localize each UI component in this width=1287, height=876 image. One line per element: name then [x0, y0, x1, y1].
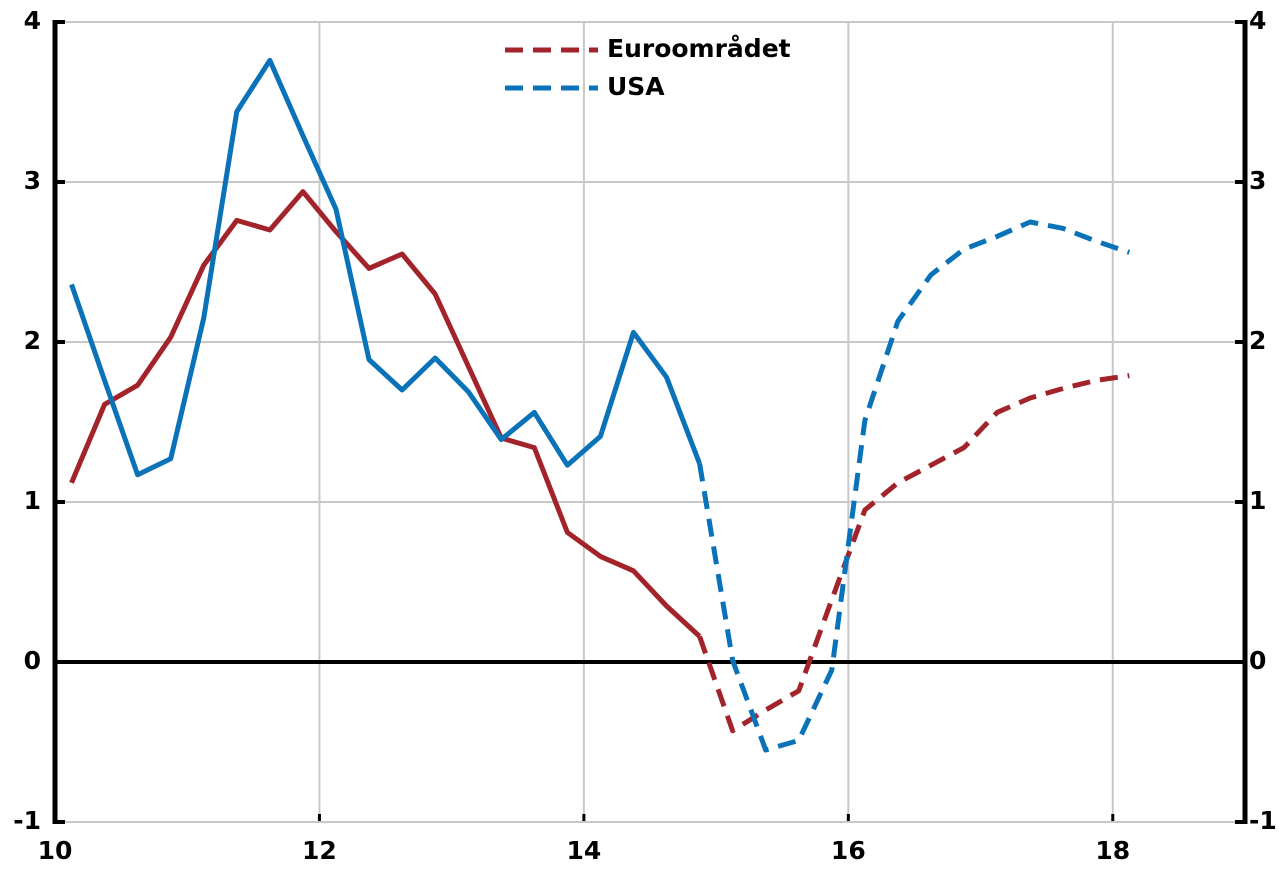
y-tick-label: 0 — [24, 646, 41, 675]
x-tick-label: 10 — [38, 836, 73, 865]
y-tick-label: 2 — [24, 326, 41, 355]
series-line — [69, 189, 702, 639]
forecast-line — [697, 219, 1131, 753]
y-tick-label: -1 — [13, 806, 41, 835]
y-tick-label: 4 — [24, 6, 41, 35]
y2-tick-label: 3 — [1249, 166, 1266, 195]
x-tick-label: 14 — [566, 836, 601, 865]
forecast-line — [697, 373, 1130, 734]
y2-tick-label: 0 — [1249, 646, 1266, 675]
legend-label: Euroområdet — [607, 34, 791, 63]
y2-tick-label: -1 — [1249, 806, 1277, 835]
x-tick-label: 12 — [302, 836, 337, 865]
legend-label: USA — [607, 72, 665, 101]
y-tick-label: 1 — [24, 486, 41, 515]
x-tick-label: 16 — [831, 836, 866, 865]
y2-tick-label: 4 — [1249, 6, 1266, 35]
x-tick-label: 18 — [1095, 836, 1130, 865]
y2-tick-label: 2 — [1249, 326, 1266, 355]
series-line — [69, 57, 702, 478]
y-tick-label: 3 — [24, 166, 41, 195]
y2-tick-label: 1 — [1249, 486, 1266, 515]
